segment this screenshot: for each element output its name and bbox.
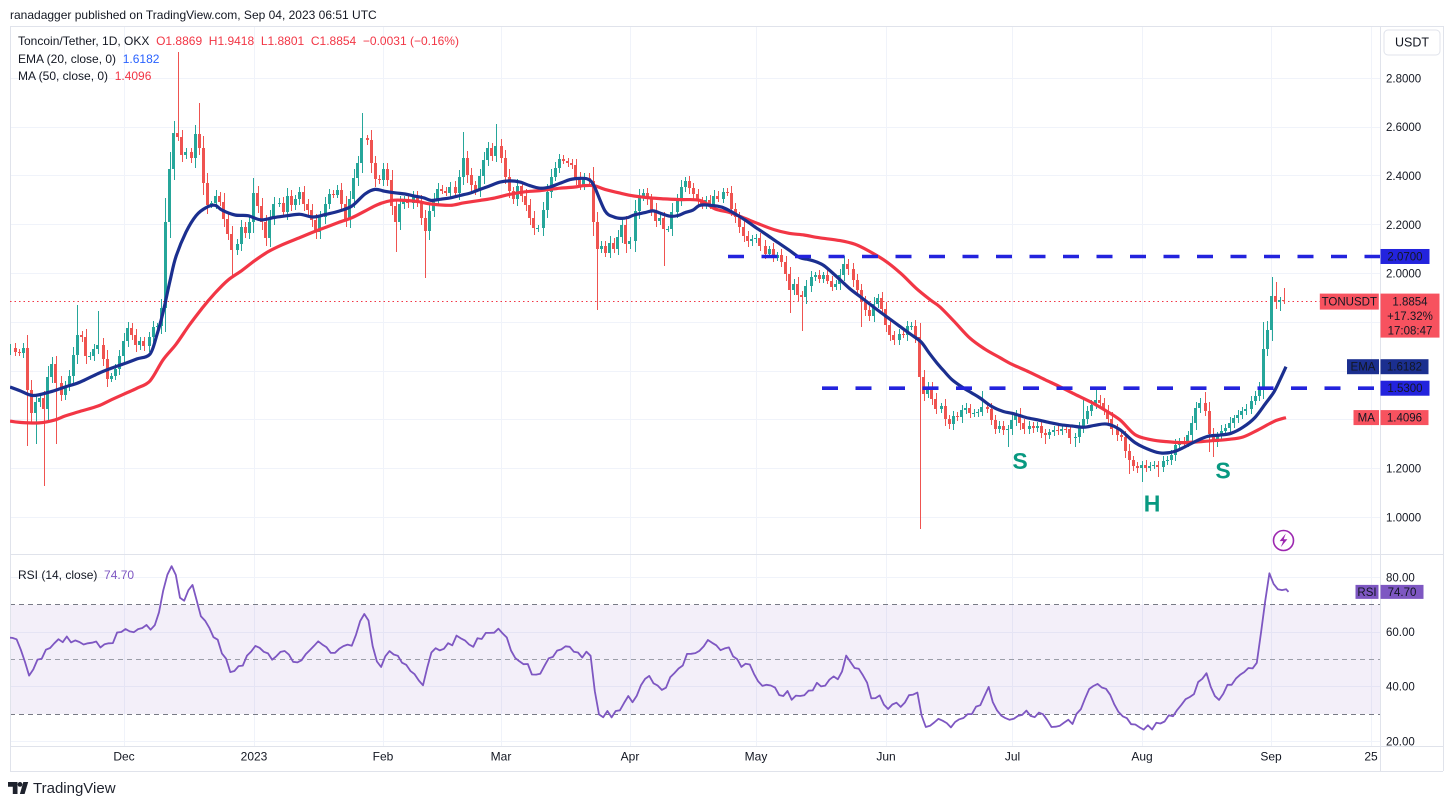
svg-text:Apr: Apr xyxy=(621,750,640,764)
svg-text:ranadagger published on Tradin: ranadagger published on TradingView.com,… xyxy=(10,8,377,22)
svg-text:2023: 2023 xyxy=(241,750,268,764)
svg-text:TradingView: TradingView xyxy=(33,780,116,797)
svg-text:Jul: Jul xyxy=(1005,750,1020,764)
svg-text:40.00: 40.00 xyxy=(1386,682,1415,694)
svg-text:2.2000: 2.2000 xyxy=(1386,220,1421,232)
svg-text:H: H xyxy=(1144,491,1161,517)
svg-text:1.8854: 1.8854 xyxy=(1392,297,1428,309)
svg-text:MA: MA xyxy=(1358,413,1376,425)
svg-text:2.0000: 2.0000 xyxy=(1386,269,1421,281)
svg-text:S: S xyxy=(1012,448,1027,474)
svg-text:80.00: 80.00 xyxy=(1386,572,1415,584)
svg-text:May: May xyxy=(745,750,768,764)
svg-text:EMA: EMA xyxy=(1351,362,1376,374)
svg-text:1.4096: 1.4096 xyxy=(1387,413,1422,425)
svg-text:MA (50, close, 0) 1.4096: MA (50, close, 0) 1.4096 xyxy=(18,69,152,83)
svg-text:74.70: 74.70 xyxy=(1388,587,1417,599)
svg-text:USDT: USDT xyxy=(1395,36,1429,50)
svg-text:2.4000: 2.4000 xyxy=(1386,171,1421,183)
svg-text:TONUSDT: TONUSDT xyxy=(1322,297,1377,309)
svg-text:+17.32%: +17.32% xyxy=(1387,311,1433,323)
svg-text:1.0000: 1.0000 xyxy=(1386,513,1421,525)
svg-text:2.8000: 2.8000 xyxy=(1386,73,1421,85)
svg-text:S: S xyxy=(1215,458,1230,484)
svg-text:2.0700: 2.0700 xyxy=(1387,251,1422,263)
svg-text:Toncoin/Tether, 1D, OKX O1.88: Toncoin/Tether, 1D, OKX O1.8869 H1.9418 … xyxy=(18,34,459,48)
svg-text:Dec: Dec xyxy=(113,750,134,764)
svg-text:60.00: 60.00 xyxy=(1386,627,1415,639)
svg-text:Jun: Jun xyxy=(876,750,895,764)
svg-text:25: 25 xyxy=(1364,750,1378,764)
svg-text:EMA (20, close, 0) 1.6182: EMA (20, close, 0) 1.6182 xyxy=(18,52,160,66)
svg-text:RSI (14, close) 74.70: RSI (14, close) 74.70 xyxy=(18,568,134,582)
svg-text:RSI: RSI xyxy=(1357,587,1376,599)
svg-text:17:08:47: 17:08:47 xyxy=(1388,326,1433,338)
svg-text:Aug: Aug xyxy=(1131,750,1152,764)
svg-text:1.5300: 1.5300 xyxy=(1387,383,1422,395)
svg-text:20.00: 20.00 xyxy=(1386,736,1415,748)
svg-text:Feb: Feb xyxy=(373,750,394,764)
svg-text:Sep: Sep xyxy=(1260,750,1282,764)
svg-text:Mar: Mar xyxy=(491,750,512,764)
svg-text:1.2000: 1.2000 xyxy=(1386,464,1421,476)
svg-text:1.6182: 1.6182 xyxy=(1387,362,1422,374)
svg-text:2.6000: 2.6000 xyxy=(1386,122,1421,134)
